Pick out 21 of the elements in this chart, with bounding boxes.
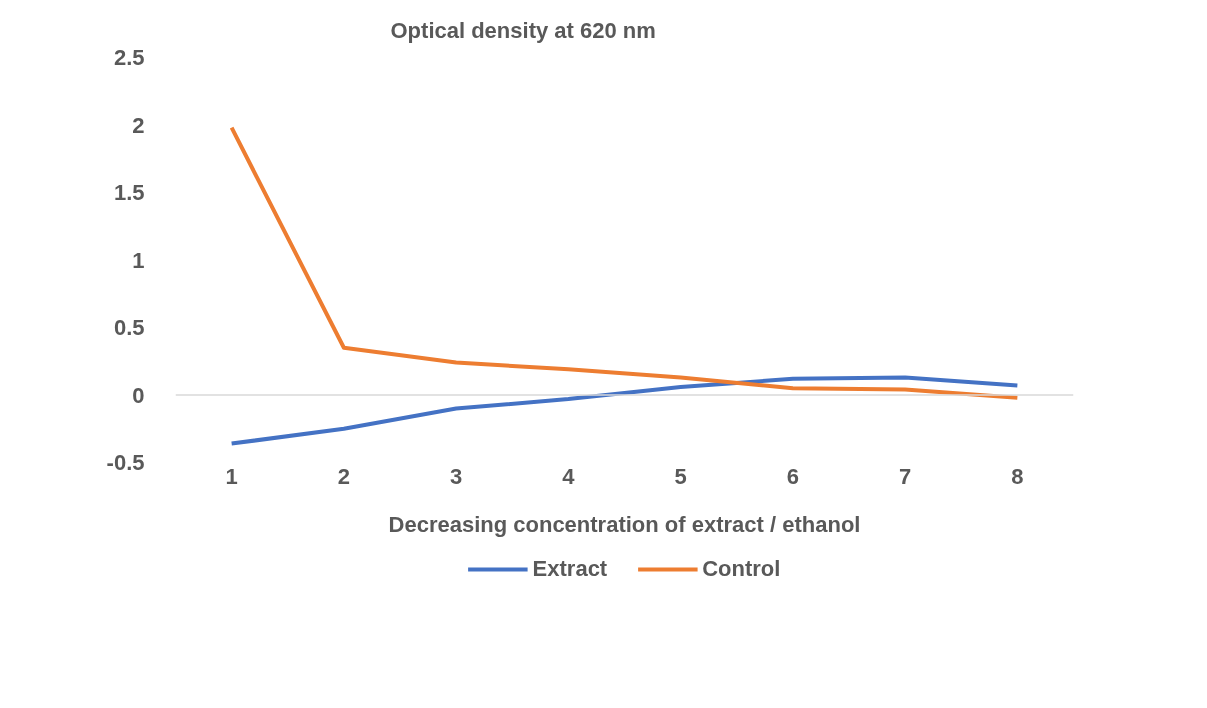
line-series: [229, 125, 1020, 400]
legend-label: Control: [702, 556, 781, 582]
x-tick-label: 8: [1011, 463, 1024, 489]
x-tick-label: 3: [450, 463, 463, 489]
y-tick-label: 1: [132, 247, 145, 273]
y-tick-label: 0.5: [113, 315, 145, 340]
x-axis-title: Decreasing concentration of extract / ethanol: [388, 511, 861, 537]
y-tick-label: 1.5: [113, 180, 145, 205]
legend-label: Extract: [532, 556, 608, 582]
y-tick-label: 0: [132, 382, 145, 408]
y-tick-label: -0.5: [106, 450, 145, 475]
x-tick-label: 2: [337, 463, 351, 489]
y-tick-label: 2.5: [113, 45, 145, 70]
x-tick-label: 7: [899, 463, 912, 489]
x-tick-label: 5: [674, 463, 687, 489]
y-tick-label: 2: [132, 112, 145, 138]
x-tick-label: 4: [562, 463, 576, 489]
y-axis-title: Optical density at 620 nm: [390, 17, 656, 43]
x-tick-label: 6: [786, 463, 800, 489]
line-series: [229, 375, 1020, 446]
x-tick-label: 1: [225, 463, 238, 489]
